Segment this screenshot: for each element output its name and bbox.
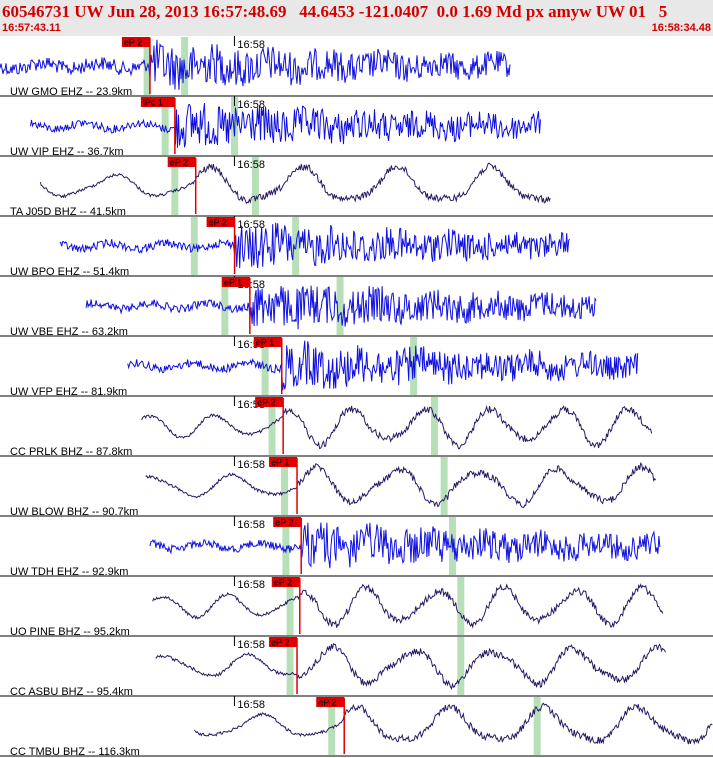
phase-window [282, 517, 290, 575]
pick-label: eP 1 [256, 338, 274, 348]
pick-label: eP 2 [275, 518, 293, 528]
waveform-tmbu [193, 702, 713, 745]
window-start-time: 16:57:43.11 [2, 22, 61, 34]
pick-label: iPc 1 [143, 98, 163, 108]
phase-window [328, 697, 336, 755]
pick-label-box [221, 277, 250, 287]
pick-label: eP 2 [124, 38, 142, 48]
pick-label-box [167, 157, 196, 167]
pick-label: eP 2 [271, 638, 289, 648]
pick-label-box [316, 697, 345, 707]
pick-label-box [269, 637, 298, 647]
waveform-vbe [85, 285, 597, 330]
phase-window [281, 457, 289, 515]
pick-label: eP 2 [209, 218, 227, 228]
waveform-blow [145, 462, 657, 509]
phase-window [430, 397, 438, 455]
waveform-bpo [59, 222, 570, 269]
trace-label-gmo: UW GMO EHZ -- 23.9km [10, 86, 132, 98]
pick-label: eP 1 [271, 458, 289, 468]
pick-label-box [140, 97, 175, 107]
trace-label-blow: UW BLOW BHZ -- 90.7km [10, 506, 138, 518]
trace-label-bpo: UW BPO EHZ -- 51.4km [10, 266, 129, 278]
pick-label-box [273, 517, 302, 527]
waveform-asbu [155, 643, 666, 690]
minute-label: 16:58 [237, 459, 265, 471]
phase-window [336, 277, 344, 335]
pick-label-box [269, 457, 298, 467]
pick-label: eP 2 [318, 698, 336, 708]
phase-window [457, 577, 465, 635]
minute-label: 16:58 [237, 39, 265, 51]
trace-label-pine: UO PINE BHZ -- 95.2km [10, 626, 130, 638]
trace-label-j05d: TA J05D BHZ -- 41.5km [10, 206, 126, 218]
waveform-gmo [0, 39, 511, 90]
phase-window [286, 637, 294, 695]
pick-label: eP 2 [257, 398, 275, 408]
waveform-prlk [141, 404, 653, 450]
phase-window [440, 457, 448, 515]
pick-label: eP 2 [170, 158, 188, 168]
pick-label-box [255, 397, 284, 407]
phase-window [221, 277, 229, 335]
pick-label-box [271, 577, 300, 587]
pick-label-box [206, 217, 235, 227]
window-end-time: 16:58:34.48 [651, 22, 711, 34]
phase-window [171, 157, 179, 215]
trace-label-tdh: UW TDH EHZ -- 92.9km [10, 566, 128, 578]
waveform-vfp [127, 340, 639, 391]
waveform-j05d [39, 162, 551, 204]
pick-label: eP 1 [224, 278, 242, 288]
minute-label: 16:58 [237, 579, 265, 591]
minute-label: 16:58 [237, 699, 265, 711]
phase-window [286, 577, 294, 635]
seismogram-panel: 16:58 eP 2 UW GMO EHZ -- 23.9km 16:58 iPc 1 U… [0, 36, 713, 758]
waveform-tdh [149, 522, 661, 569]
trace-label-vfp: UW VFP EHZ -- 81.9km [10, 386, 127, 398]
trace-label-prlk: CC PRLK BHZ -- 87.8km [10, 446, 132, 458]
phase-window [533, 697, 541, 755]
pick-label-box [121, 37, 150, 47]
pick-label-box [253, 337, 282, 347]
waveform-vip [30, 102, 541, 148]
event-title: 60546731 UW Jun 28, 2013 16:57:48.69 44.… [2, 2, 668, 21]
trace-label-vip: UW VIP EHZ -- 36.7km [10, 146, 123, 158]
trace-label-vbe: UW VBE EHZ -- 63.2km [10, 326, 128, 338]
header-bar: 60546731 UW Jun 28, 2013 16:57:48.69 44.… [0, 0, 713, 36]
minute-label: 16:58 [237, 639, 265, 651]
minute-label: 16:58 [237, 519, 265, 531]
waveform-pine [152, 583, 664, 629]
minute-label: 16:58 [237, 219, 265, 231]
phase-window [457, 637, 465, 695]
phase-window [268, 397, 276, 455]
phase-window [251, 157, 259, 215]
minute-label: 16:58 [237, 159, 265, 171]
trace-label-tmbu: CC TMBU BHZ -- 116.3km [10, 746, 140, 758]
trace-label-asbu: CC ASBU BHZ -- 95.4km [10, 686, 133, 698]
pick-label: eP 2 [274, 578, 292, 588]
minute-label: 16:58 [237, 99, 265, 111]
